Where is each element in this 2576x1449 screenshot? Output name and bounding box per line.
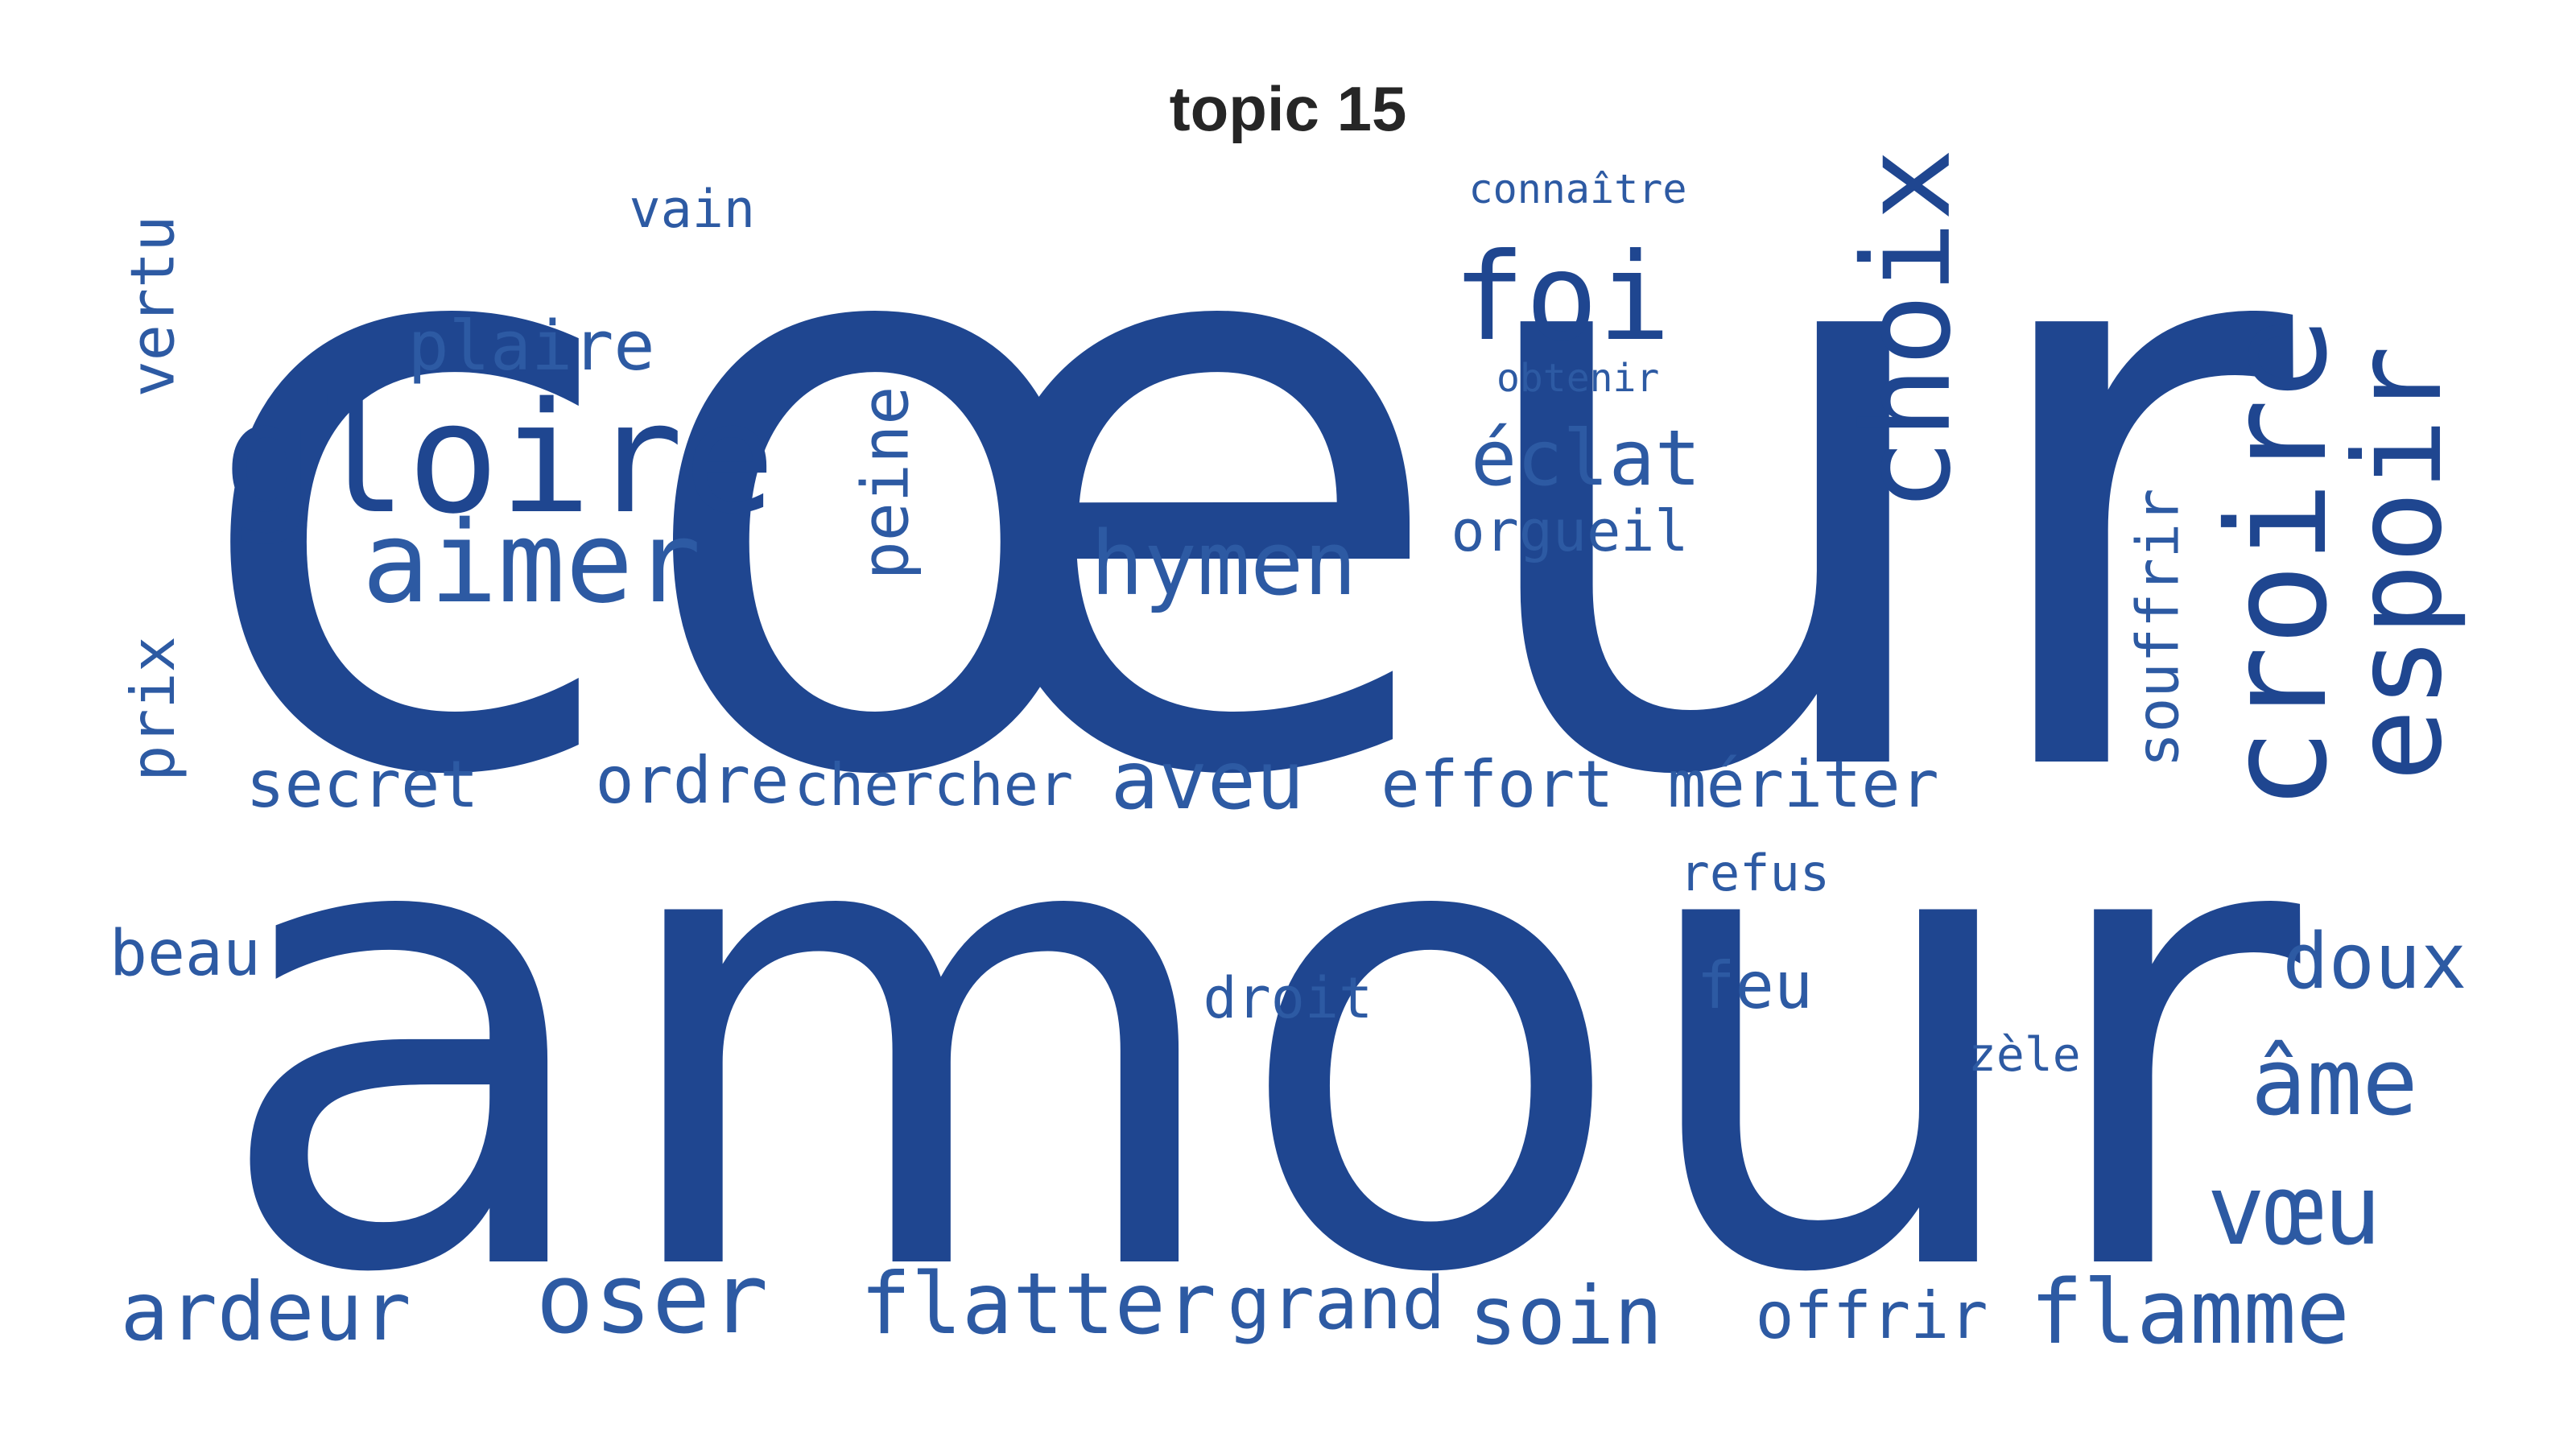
- word-24: souffrir: [2123, 488, 2191, 768]
- word-32: vœu: [2207, 1155, 2382, 1267]
- word-35: flatter: [860, 1254, 1217, 1353]
- word-13: vain: [629, 179, 756, 240]
- figure-title: topic 15: [1169, 73, 1407, 144]
- word-5: choix: [1837, 148, 1978, 512]
- word-22: effort: [1381, 747, 1614, 822]
- word-0: cœur: [186, 14, 2293, 952]
- word-4: foi: [1452, 228, 1671, 368]
- word-39: flamme: [2029, 1261, 2350, 1364]
- word-18: secret: [246, 747, 479, 822]
- word-12: plaire: [407, 306, 655, 386]
- word-25: refus: [1679, 844, 1831, 902]
- word-30: zèle: [1968, 1027, 2081, 1082]
- word-29: doux: [2282, 917, 2467, 1006]
- word-9: éclat: [1471, 414, 1701, 503]
- word-34: oser: [535, 1244, 769, 1356]
- word-7: espoir: [2328, 345, 2469, 782]
- word-11: peine: [847, 386, 923, 580]
- word-31: âme: [2251, 1028, 2418, 1137]
- word-27: droit: [1203, 965, 1373, 1031]
- word-33: ardeur: [120, 1265, 411, 1359]
- word-19: ordre: [595, 743, 790, 818]
- word-21: aveu: [1110, 733, 1305, 828]
- word-14: connaître: [1468, 166, 1687, 213]
- word-2: gloire: [223, 369, 776, 547]
- word-16: vertu: [117, 215, 188, 397]
- word-8: hymen: [1090, 512, 1357, 615]
- word-23: mériter: [1667, 747, 1939, 822]
- word-26: beau: [109, 918, 261, 990]
- word-38: offrir: [1755, 1278, 1988, 1353]
- word-37: soin: [1468, 1269, 1663, 1363]
- word-15: obtenir: [1496, 356, 1660, 401]
- word-1: amour: [211, 663, 2301, 1414]
- word-3: aimer: [361, 497, 701, 629]
- word-20: chercher: [794, 751, 1074, 819]
- word-36: grand: [1227, 1261, 1446, 1346]
- word-6: croire: [2198, 316, 2359, 811]
- word-17: prix: [117, 635, 188, 782]
- word-10: orgueil: [1451, 498, 1689, 564]
- word-28: feu: [1696, 948, 1814, 1023]
